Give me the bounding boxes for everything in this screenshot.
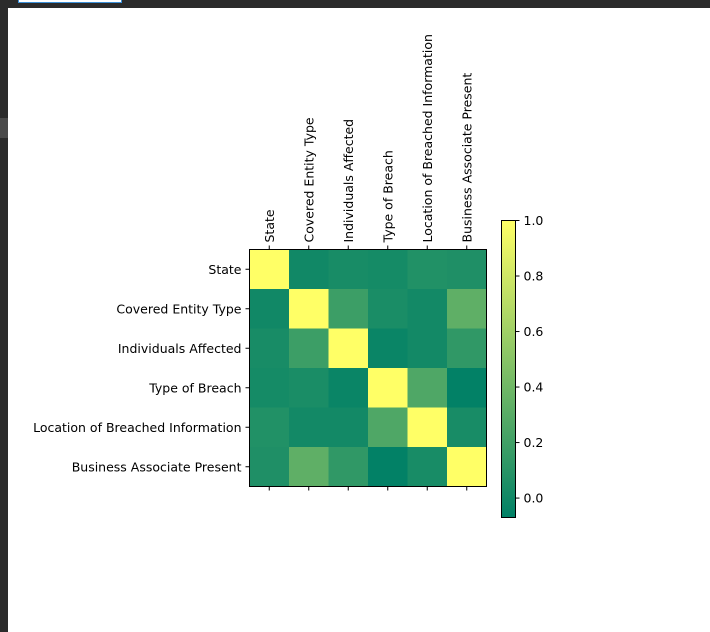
window-top-bar	[0, 0, 710, 8]
heatmap-cell-3-3	[368, 368, 408, 408]
heatmap-cell-1-1	[289, 289, 329, 329]
heatmap-cell-0-1	[289, 249, 329, 290]
colorbar-border	[501, 220, 516, 518]
heatmap-cell-2-1	[289, 328, 329, 369]
heatmap-cell-5-1	[289, 447, 329, 487]
y-tick-label-2: Individuals Affected	[118, 341, 242, 356]
heatmap-cell-5-0	[249, 447, 290, 487]
active-tab[interactable]	[18, 0, 122, 3]
x-tick-label-4: Location of Breached Information	[420, 34, 435, 242]
y-axis: State Covered Entity Type Individuals Affe…	[33, 262, 250, 474]
heatmap-cell-4-3	[368, 407, 408, 448]
colorbar-tick-label-5: 1.0	[524, 213, 544, 228]
x-tick-label-1: Covered Entity Type	[301, 117, 316, 242]
heatmap-cell-5-2	[328, 447, 369, 487]
heatmap-cell-0-2	[328, 249, 369, 290]
heatmap-cell-2-4	[407, 328, 448, 369]
heatmap-cell-3-0	[249, 368, 290, 408]
heatmap-cell-0-5	[447, 249, 487, 290]
heatmap-cell-1-5	[447, 289, 487, 329]
window-left-bar	[0, 8, 8, 632]
heatmap-cell-0-0	[249, 249, 290, 290]
heatmap-cell-2-5	[447, 328, 487, 369]
heatmap-cell-1-0	[249, 289, 290, 329]
colorbar: 0.0 0.2 0.4 0.6 0.8 1.0	[501, 213, 544, 518]
heatmap-cell-4-0	[249, 407, 290, 448]
x-tick-label-0: State	[262, 209, 277, 242]
heatmap-cell-1-2	[328, 289, 369, 329]
y-tick-label-4: Location of Breached Information	[33, 420, 241, 435]
x-tick-label-5: Business Associate Present	[459, 73, 474, 243]
colorbar-tick-label-0: 0.0	[524, 491, 544, 506]
correlation-heatmap: State Covered Entity Type Individuals Affe…	[33, 34, 544, 518]
heatmap-cell-3-2	[328, 368, 369, 408]
y-tick-label-1: Covered Entity Type	[116, 301, 241, 316]
heatmap-border	[249, 249, 487, 487]
colorbar-tick-label-1: 0.2	[524, 435, 544, 450]
x-axis: State Covered Entity Type Individuals Affe…	[262, 34, 474, 491]
heatmap-cell-5-5	[447, 447, 487, 487]
colorbar-tick-label-4: 0.8	[524, 269, 544, 284]
heatmap-cell-5-3	[368, 447, 408, 487]
heatmap-cell-4-4	[407, 407, 448, 448]
sidebar-marker	[0, 118, 8, 138]
heatmap-cell-1-4	[407, 289, 448, 329]
colorbar-tick-label-2: 0.4	[524, 380, 544, 395]
heatmap-cells	[249, 249, 487, 487]
heatmap-cell-2-3	[368, 328, 408, 369]
colorbar-tick-label-3: 0.6	[524, 324, 544, 339]
heatmap-cell-4-5	[447, 407, 487, 448]
heatmap-cell-2-0	[249, 328, 290, 369]
heatmap-cell-3-4	[407, 368, 448, 408]
heatmap-cell-2-2	[328, 328, 369, 369]
heatmap-cell-0-4	[407, 249, 448, 290]
y-tick-label-0: State	[208, 262, 241, 277]
heatmap-cell-0-3	[368, 249, 408, 290]
colorbar-gradient	[501, 220, 516, 518]
y-tick-label-5: Business Associate Present	[72, 459, 242, 474]
heatmap-cell-3-1	[289, 368, 329, 408]
heatmap-cell-1-3	[368, 289, 408, 329]
heatmap-cell-5-4	[407, 447, 448, 487]
y-tick-label-3: Type of Breach	[148, 380, 241, 395]
heatmap-cell-3-5	[447, 368, 487, 408]
x-tick-label-3: Type of Breach	[380, 150, 395, 243]
heatmap-frame	[249, 249, 487, 487]
heatmap-cell-4-2	[328, 407, 369, 448]
heatmap-cell-4-1	[289, 407, 329, 448]
x-tick-label-2: Individuals Affected	[341, 119, 356, 243]
